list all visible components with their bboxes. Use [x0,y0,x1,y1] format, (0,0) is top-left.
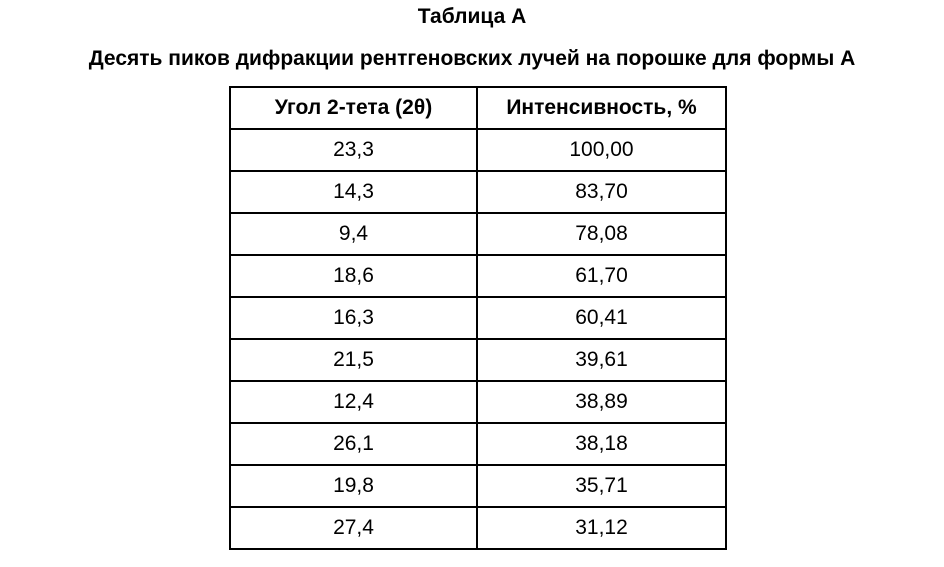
table-row: 9,4 78,08 [229,212,727,256]
cell-angle-2theta: 27,4 [229,506,478,550]
xrd-peaks-table: Угол 2-тета (2θ) Интенсивность, % 23,3 10… [229,86,727,550]
table-row: 26,1 38,18 [229,422,727,466]
table-row: 27,4 31,12 [229,506,727,550]
cell-intensity: 61,70 [476,254,727,298]
cell-intensity: 35,71 [476,464,727,508]
table-header-row: Угол 2-тета (2θ) Интенсивность, % [229,86,727,130]
cell-intensity: 38,89 [476,380,727,424]
cell-angle-2theta: 21,5 [229,338,478,382]
cell-intensity: 38,18 [476,422,727,466]
cell-angle-2theta: 12,4 [229,380,478,424]
cell-angle-2theta: 9,4 [229,212,478,256]
table-row: 19,8 35,71 [229,464,727,508]
table-row: 21,5 39,61 [229,338,727,382]
cell-intensity: 100,00 [476,128,727,172]
cell-angle-2theta: 23,3 [229,128,478,172]
header-intensity: Интенсивность, % [476,86,727,130]
header-angle-2theta: Угол 2-тета (2θ) [229,86,478,130]
cell-intensity: 78,08 [476,212,727,256]
table-title: Таблица А [417,5,527,28]
cell-angle-2theta: 19,8 [229,464,478,508]
cell-intensity: 39,61 [476,338,727,382]
table-body: 23,3 100,00 14,3 83,70 9,4 78,08 18,6 61,70 16,3… [229,128,727,550]
cell-angle-2theta: 14,3 [229,170,478,214]
table-row: 16,3 60,41 [229,296,727,340]
cell-intensity: 31,12 [476,506,727,550]
table-row: 23,3 100,00 [229,128,727,172]
cell-intensity: 83,70 [476,170,727,214]
table-caption: Десять пиков дифракции рентгеновских луч… [88,47,856,70]
cell-angle-2theta: 18,6 [229,254,478,298]
cell-angle-2theta: 16,3 [229,296,478,340]
cell-intensity: 60,41 [476,296,727,340]
table-row: 18,6 61,70 [229,254,727,298]
table-row: 14,3 83,70 [229,170,727,214]
table-row: 12,4 38,89 [229,380,727,424]
cell-angle-2theta: 26,1 [229,422,478,466]
